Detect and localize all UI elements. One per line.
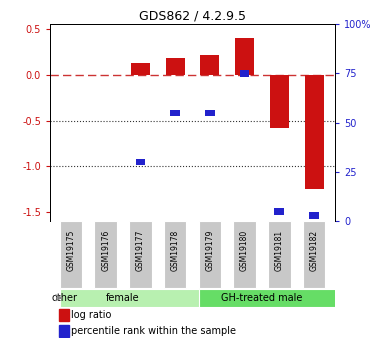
Bar xyxy=(94,221,117,288)
Text: GSM19181: GSM19181 xyxy=(275,230,284,271)
Text: percentile rank within the sample: percentile rank within the sample xyxy=(72,326,236,336)
Bar xyxy=(59,309,69,321)
Text: GSM19180: GSM19180 xyxy=(240,230,249,271)
Bar xyxy=(275,208,284,215)
Text: GSM19178: GSM19178 xyxy=(171,230,180,271)
Bar xyxy=(240,70,249,77)
Bar xyxy=(131,63,150,75)
Bar xyxy=(60,289,204,307)
Bar xyxy=(305,75,324,189)
Text: GSM19179: GSM19179 xyxy=(205,230,214,271)
Text: GSM19177: GSM19177 xyxy=(136,230,145,271)
Bar xyxy=(235,38,254,75)
Bar xyxy=(205,110,215,116)
Bar xyxy=(199,289,343,307)
Bar xyxy=(270,75,289,128)
Bar xyxy=(136,159,145,166)
Bar xyxy=(303,221,325,288)
Bar xyxy=(59,325,69,336)
Text: GH-treated male: GH-treated male xyxy=(221,293,303,303)
Bar xyxy=(166,58,185,75)
Bar xyxy=(60,221,82,288)
Bar xyxy=(268,221,291,288)
Bar xyxy=(199,221,221,288)
Bar xyxy=(200,55,219,75)
Text: GSM19182: GSM19182 xyxy=(310,230,319,271)
Bar xyxy=(233,221,256,288)
Bar xyxy=(164,221,186,288)
Bar xyxy=(129,221,152,288)
Text: female: female xyxy=(106,293,140,303)
Text: GSM19176: GSM19176 xyxy=(101,230,110,271)
Text: log ratio: log ratio xyxy=(72,310,112,320)
Bar xyxy=(309,213,319,219)
Title: GDS862 / 4.2.9.5: GDS862 / 4.2.9.5 xyxy=(139,10,246,23)
Text: other: other xyxy=(51,293,77,303)
Bar xyxy=(170,110,180,116)
Text: GSM19175: GSM19175 xyxy=(66,230,75,271)
